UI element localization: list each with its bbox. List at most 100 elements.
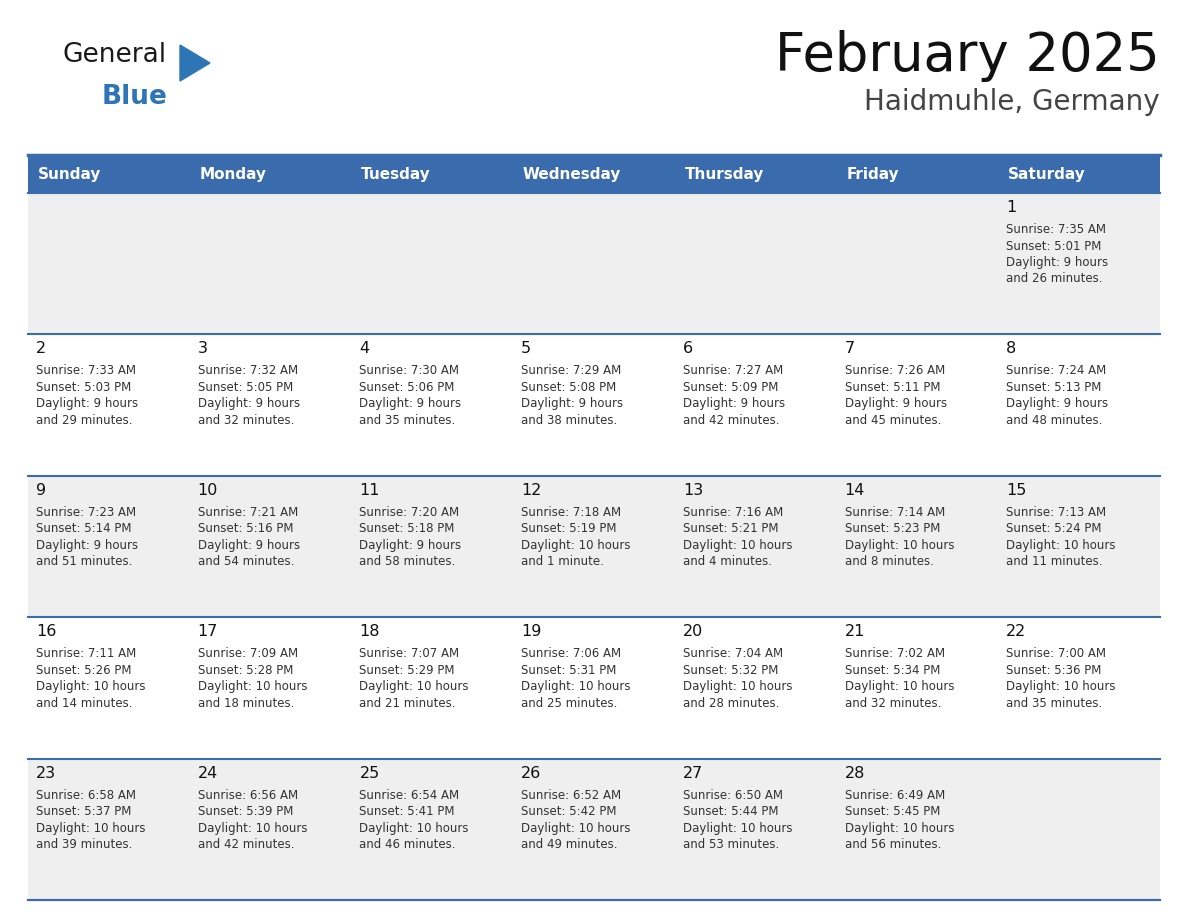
Text: Sunrise: 7:21 AM: Sunrise: 7:21 AM xyxy=(197,506,298,519)
Text: Sunrise: 7:23 AM: Sunrise: 7:23 AM xyxy=(36,506,137,519)
Text: Sunset: 5:36 PM: Sunset: 5:36 PM xyxy=(1006,664,1101,677)
Text: and 58 minutes.: and 58 minutes. xyxy=(360,555,456,568)
Text: Sunrise: 7:04 AM: Sunrise: 7:04 AM xyxy=(683,647,783,660)
Text: Daylight: 10 hours: Daylight: 10 hours xyxy=(845,822,954,834)
Text: Sunrise: 7:27 AM: Sunrise: 7:27 AM xyxy=(683,364,783,377)
Text: Sunset: 5:14 PM: Sunset: 5:14 PM xyxy=(36,522,132,535)
Text: Saturday: Saturday xyxy=(1007,166,1086,182)
Text: 22: 22 xyxy=(1006,624,1026,639)
Bar xyxy=(29,476,1159,617)
Text: Sunrise: 6:52 AM: Sunrise: 6:52 AM xyxy=(522,789,621,801)
Text: 11: 11 xyxy=(360,483,380,498)
Text: Daylight: 10 hours: Daylight: 10 hours xyxy=(36,680,145,693)
Text: Monday: Monday xyxy=(200,166,266,182)
Text: Sunrise: 7:02 AM: Sunrise: 7:02 AM xyxy=(845,647,944,660)
Text: Sunrise: 7:11 AM: Sunrise: 7:11 AM xyxy=(36,647,137,660)
Text: Haidmuhle, Germany: Haidmuhle, Germany xyxy=(865,88,1159,116)
Text: Sunset: 5:18 PM: Sunset: 5:18 PM xyxy=(360,522,455,535)
Text: Sunrise: 7:06 AM: Sunrise: 7:06 AM xyxy=(522,647,621,660)
Text: Thursday: Thursday xyxy=(684,166,764,182)
Bar xyxy=(29,617,1159,758)
Text: and 8 minutes.: and 8 minutes. xyxy=(845,555,934,568)
Text: 17: 17 xyxy=(197,624,219,639)
Text: Sunset: 5:13 PM: Sunset: 5:13 PM xyxy=(1006,381,1101,394)
Text: Daylight: 10 hours: Daylight: 10 hours xyxy=(360,822,469,834)
Text: Sunset: 5:32 PM: Sunset: 5:32 PM xyxy=(683,664,778,677)
Text: Daylight: 10 hours: Daylight: 10 hours xyxy=(36,822,145,834)
Text: 27: 27 xyxy=(683,766,703,780)
Bar xyxy=(29,155,190,193)
Text: 7: 7 xyxy=(845,341,854,356)
Text: Sunset: 5:44 PM: Sunset: 5:44 PM xyxy=(683,805,778,818)
Text: Daylight: 9 hours: Daylight: 9 hours xyxy=(1006,397,1108,410)
Text: 13: 13 xyxy=(683,483,703,498)
Text: Daylight: 10 hours: Daylight: 10 hours xyxy=(522,680,631,693)
Bar xyxy=(29,758,1159,900)
Text: 5: 5 xyxy=(522,341,531,356)
Text: 24: 24 xyxy=(197,766,217,780)
Text: Daylight: 10 hours: Daylight: 10 hours xyxy=(845,539,954,552)
Text: and 38 minutes.: and 38 minutes. xyxy=(522,414,618,427)
Text: Daylight: 9 hours: Daylight: 9 hours xyxy=(1006,256,1108,269)
Text: Sunset: 5:05 PM: Sunset: 5:05 PM xyxy=(197,381,293,394)
Text: Sunrise: 6:54 AM: Sunrise: 6:54 AM xyxy=(360,789,460,801)
Text: 14: 14 xyxy=(845,483,865,498)
Text: Sunset: 5:45 PM: Sunset: 5:45 PM xyxy=(845,805,940,818)
Bar xyxy=(998,155,1159,193)
Text: 9: 9 xyxy=(36,483,46,498)
Text: Sunrise: 7:33 AM: Sunrise: 7:33 AM xyxy=(36,364,135,377)
Text: and 54 minutes.: and 54 minutes. xyxy=(197,555,295,568)
Text: and 35 minutes.: and 35 minutes. xyxy=(1006,697,1102,710)
Text: and 48 minutes.: and 48 minutes. xyxy=(1006,414,1102,427)
Text: 18: 18 xyxy=(360,624,380,639)
Text: Daylight: 10 hours: Daylight: 10 hours xyxy=(845,680,954,693)
Text: and 39 minutes.: and 39 minutes. xyxy=(36,838,132,851)
Bar xyxy=(190,155,352,193)
Text: Wednesday: Wednesday xyxy=(523,166,621,182)
Text: and 28 minutes.: and 28 minutes. xyxy=(683,697,779,710)
Bar xyxy=(675,155,836,193)
Text: Sunrise: 7:16 AM: Sunrise: 7:16 AM xyxy=(683,506,783,519)
Text: Sunrise: 7:24 AM: Sunrise: 7:24 AM xyxy=(1006,364,1106,377)
Text: Daylight: 9 hours: Daylight: 9 hours xyxy=(197,397,299,410)
Text: and 49 minutes.: and 49 minutes. xyxy=(522,838,618,851)
Text: and 18 minutes.: and 18 minutes. xyxy=(197,697,295,710)
Text: Sunset: 5:03 PM: Sunset: 5:03 PM xyxy=(36,381,131,394)
Text: Sunrise: 7:20 AM: Sunrise: 7:20 AM xyxy=(360,506,460,519)
Text: 26: 26 xyxy=(522,766,542,780)
Text: and 32 minutes.: and 32 minutes. xyxy=(845,697,941,710)
Text: Sunset: 5:31 PM: Sunset: 5:31 PM xyxy=(522,664,617,677)
Text: Sunset: 5:19 PM: Sunset: 5:19 PM xyxy=(522,522,617,535)
Text: 8: 8 xyxy=(1006,341,1017,356)
Text: and 45 minutes.: and 45 minutes. xyxy=(845,414,941,427)
Text: Sunrise: 7:35 AM: Sunrise: 7:35 AM xyxy=(1006,223,1106,236)
Bar xyxy=(29,193,1159,334)
Text: February 2025: February 2025 xyxy=(776,30,1159,82)
Text: Daylight: 10 hours: Daylight: 10 hours xyxy=(522,539,631,552)
Text: 6: 6 xyxy=(683,341,693,356)
Polygon shape xyxy=(181,45,210,81)
Text: Daylight: 9 hours: Daylight: 9 hours xyxy=(197,539,299,552)
Text: and 35 minutes.: and 35 minutes. xyxy=(360,414,456,427)
Text: Daylight: 10 hours: Daylight: 10 hours xyxy=(522,822,631,834)
Text: Sunrise: 7:26 AM: Sunrise: 7:26 AM xyxy=(845,364,944,377)
Text: Sunset: 5:01 PM: Sunset: 5:01 PM xyxy=(1006,240,1101,252)
Text: Sunrise: 7:32 AM: Sunrise: 7:32 AM xyxy=(197,364,298,377)
Bar xyxy=(513,155,675,193)
Text: 3: 3 xyxy=(197,341,208,356)
Text: Daylight: 9 hours: Daylight: 9 hours xyxy=(522,397,624,410)
Text: Sunset: 5:16 PM: Sunset: 5:16 PM xyxy=(197,522,293,535)
Text: and 25 minutes.: and 25 minutes. xyxy=(522,697,618,710)
Text: Daylight: 10 hours: Daylight: 10 hours xyxy=(197,822,308,834)
Text: and 46 minutes.: and 46 minutes. xyxy=(360,838,456,851)
Text: Sunset: 5:39 PM: Sunset: 5:39 PM xyxy=(197,805,293,818)
Text: Sunrise: 7:14 AM: Sunrise: 7:14 AM xyxy=(845,506,944,519)
Text: Sunset: 5:24 PM: Sunset: 5:24 PM xyxy=(1006,522,1101,535)
Text: 28: 28 xyxy=(845,766,865,780)
Text: General: General xyxy=(62,42,166,68)
Text: Sunset: 5:34 PM: Sunset: 5:34 PM xyxy=(845,664,940,677)
Text: Sunset: 5:41 PM: Sunset: 5:41 PM xyxy=(360,805,455,818)
Text: and 42 minutes.: and 42 minutes. xyxy=(197,838,295,851)
Text: Sunrise: 6:56 AM: Sunrise: 6:56 AM xyxy=(197,789,298,801)
Text: Sunrise: 7:29 AM: Sunrise: 7:29 AM xyxy=(522,364,621,377)
